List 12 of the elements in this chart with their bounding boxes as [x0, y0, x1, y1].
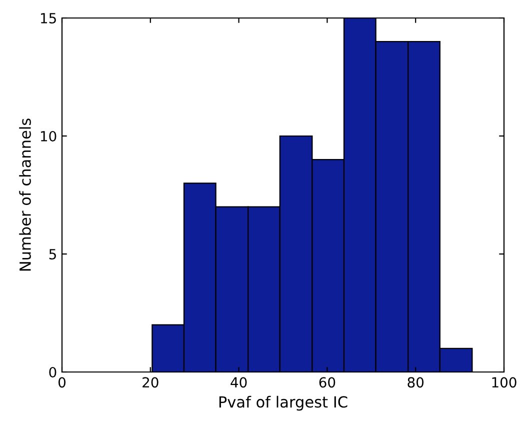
x-tick-label: 40: [230, 377, 247, 388]
x-tick-label: 100: [492, 377, 516, 388]
x-tick-label: 80: [408, 377, 424, 388]
x-tick-label: 20: [142, 377, 158, 388]
x-tick-label: 0: [58, 377, 66, 388]
y-tick-label: 5: [49, 249, 56, 260]
y-tick-label: 15: [40, 13, 56, 24]
y-tick-label: 0: [49, 366, 56, 378]
x-tick-label: 60: [319, 377, 336, 388]
y-axis-title: Number of channels: [19, 118, 31, 271]
y-tick-label: 10: [40, 130, 56, 142]
x-axis-title: Pvaf of largest IC: [219, 396, 348, 411]
